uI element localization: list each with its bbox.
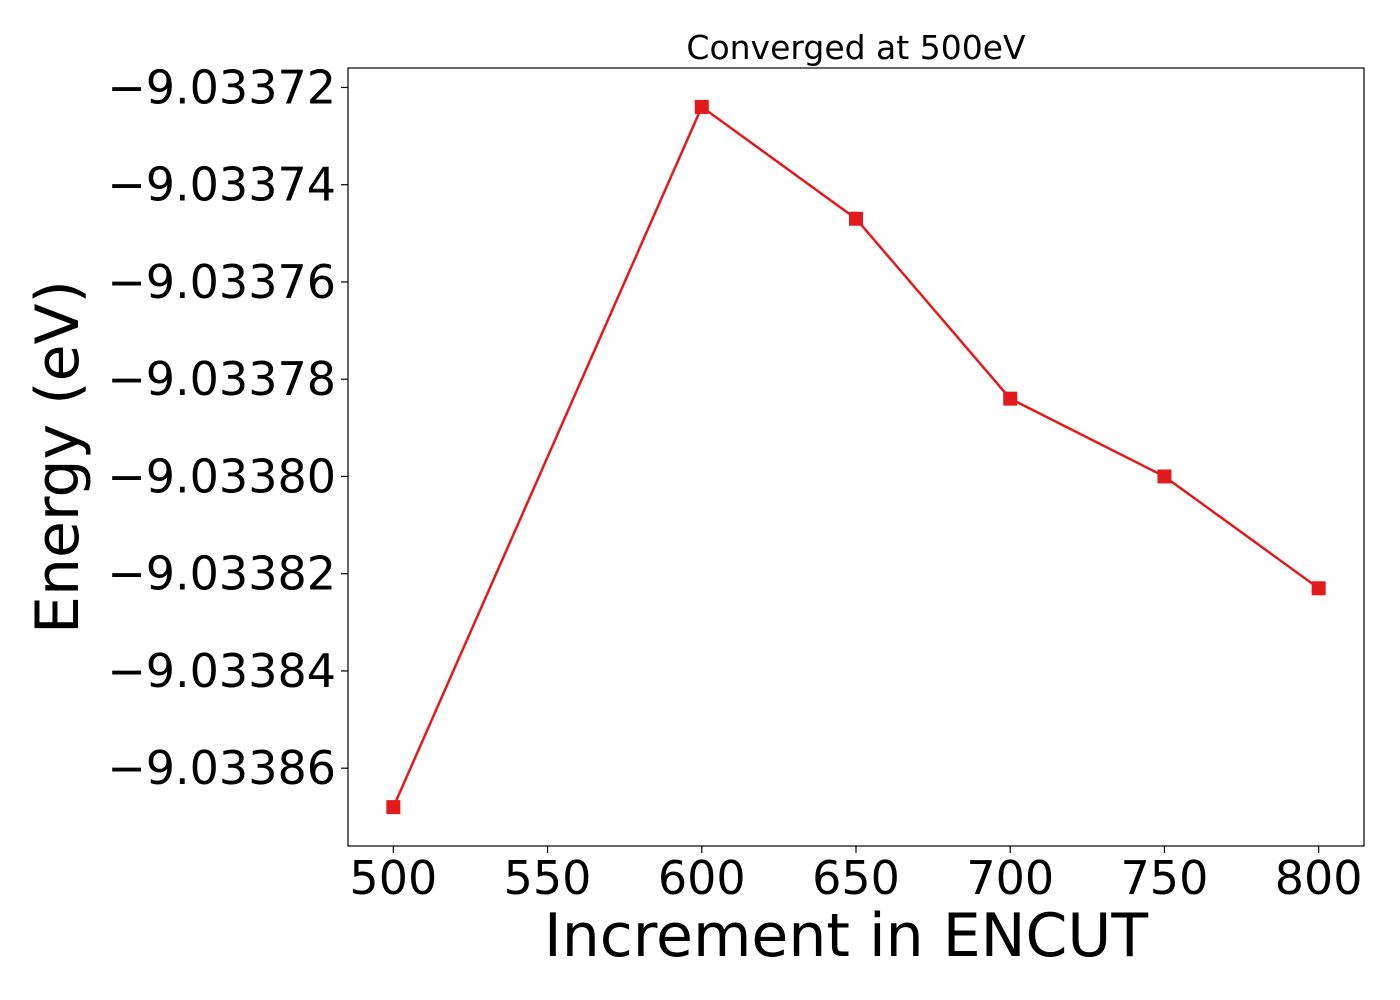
data-point-marker bbox=[849, 211, 863, 226]
y-tick-label: −9.03384 bbox=[107, 644, 336, 698]
plot-background bbox=[348, 68, 1364, 846]
plot-frame bbox=[347, 67, 1365, 847]
y-tick-label: −9.03378 bbox=[107, 352, 336, 406]
y-tick-label: −9.03376 bbox=[107, 255, 336, 309]
y-axis-ticks: −9.03386 −9.03384 −9.03382 −9.03380 −9.03378… bbox=[107, 60, 348, 795]
x-tick-label: 600 bbox=[658, 851, 746, 905]
y-axis-label: Energy (eV) bbox=[23, 280, 93, 634]
data-point-marker bbox=[1157, 469, 1172, 484]
x-tick-label: 750 bbox=[1121, 851, 1209, 905]
y-tick-label: −9.03382 bbox=[107, 547, 336, 601]
x-tick-label: 800 bbox=[1275, 851, 1363, 905]
y-tick-label: −9.03372 bbox=[107, 60, 336, 114]
series-layer bbox=[386, 99, 1326, 815]
y-tick-label: −9.03386 bbox=[107, 741, 336, 795]
data-point-marker bbox=[1003, 391, 1018, 406]
x-axis-ticks: 500 550 600 650 700 750 800 bbox=[349, 846, 1363, 905]
y-tick-label: −9.03380 bbox=[107, 449, 336, 503]
x-axis-label: Increment in ENCUT bbox=[544, 901, 1148, 971]
data-point-marker bbox=[1311, 581, 1326, 596]
x-tick-label: 650 bbox=[812, 851, 900, 905]
x-tick-label: 550 bbox=[504, 851, 592, 905]
series-line bbox=[392, 105, 1320, 808]
y-tick-label: −9.03374 bbox=[107, 158, 336, 212]
data-point-marker bbox=[386, 800, 401, 815]
x-tick-label: 700 bbox=[966, 851, 1054, 905]
chart-title: Converged at 500eV bbox=[686, 28, 1026, 67]
data-point-marker bbox=[694, 99, 709, 114]
x-tick-label: 500 bbox=[349, 851, 437, 905]
